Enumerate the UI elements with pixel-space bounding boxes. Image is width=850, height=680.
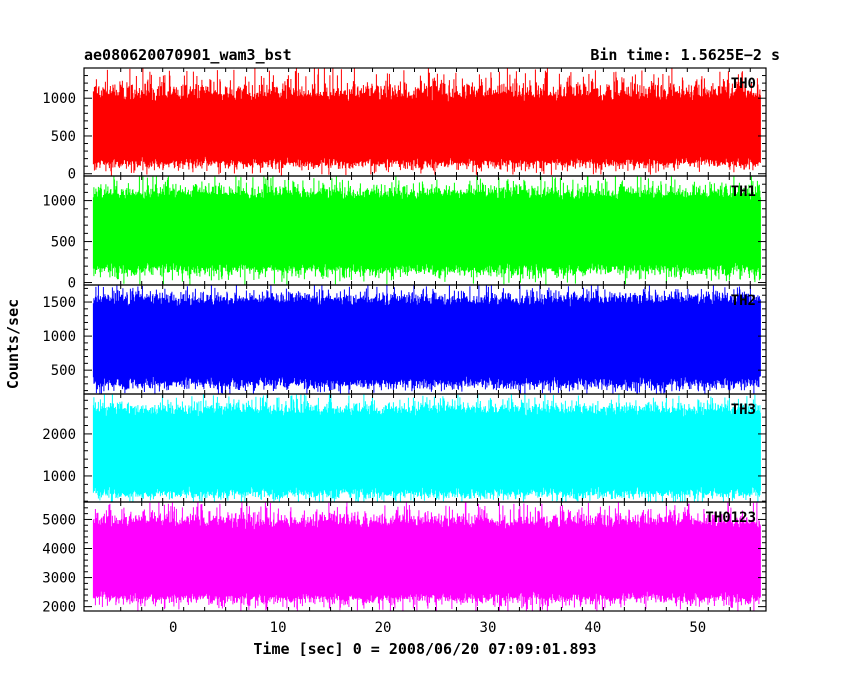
th3-trace xyxy=(92,394,761,502)
th0123-frame xyxy=(83,501,767,612)
y-axis-label: Counts/sec xyxy=(4,299,22,389)
band-label-th3: TH3 xyxy=(731,402,756,418)
y-tick-label: 3000 xyxy=(42,571,76,587)
y-tick-label: 1000 xyxy=(42,194,76,210)
chart-title: ae080620070901_wam3_bst xyxy=(84,46,292,64)
band-label-th1: TH1 xyxy=(731,184,756,200)
x-tick-label: 0 xyxy=(169,620,177,636)
x-tick-label: 10 xyxy=(270,620,287,636)
panel-th0: 0 500 1000 TH0 xyxy=(42,67,767,183)
y-tick-label: 500 xyxy=(51,363,76,379)
panel-th3: 1000 2000 TH3 xyxy=(42,393,767,503)
x-tick-label: 40 xyxy=(584,620,601,636)
y-tick-label: 2000 xyxy=(42,427,76,443)
y-tick-label: 1000 xyxy=(42,91,76,107)
x-tick-label: 50 xyxy=(689,620,706,636)
band-label-th0123: TH0123 xyxy=(705,510,756,526)
band-label-th2: TH2 xyxy=(731,293,756,309)
x-tick-label: 20 xyxy=(375,620,392,636)
x-axis-label: Time [sec] 0 = 2008/06/20 07:09:01.893 xyxy=(253,640,596,658)
x-tick-label: 30 xyxy=(480,620,497,636)
panel-th0123: 2000 3000 4000 5000 TH0123 xyxy=(42,501,767,616)
th0-trace xyxy=(92,68,761,176)
y-tick-label: 0 xyxy=(68,276,76,292)
y-tick-label: 2000 xyxy=(42,600,76,616)
y-tick-label: 500 xyxy=(51,235,76,251)
y-tick-label: 1000 xyxy=(42,469,76,485)
y-tick-label: 1500 xyxy=(42,295,76,311)
th2-trace xyxy=(92,285,761,394)
band-label-th0: TH0 xyxy=(731,76,756,92)
y-tick-label: 1000 xyxy=(42,329,76,345)
th1-trace xyxy=(92,176,761,285)
y-tick-label: 4000 xyxy=(42,542,76,558)
y-tick-label: 0 xyxy=(68,167,76,183)
chart-subtitle: Bin time: 1.5625E−2 s xyxy=(590,46,780,64)
y-tick-label: 5000 xyxy=(42,512,76,528)
panel-th2: 500 1000 1500 TH2 xyxy=(42,284,767,395)
th0123-trace xyxy=(92,502,761,611)
y-tick-label: 500 xyxy=(51,129,76,145)
panel-th1: 0 500 1000 TH1 xyxy=(42,175,767,292)
